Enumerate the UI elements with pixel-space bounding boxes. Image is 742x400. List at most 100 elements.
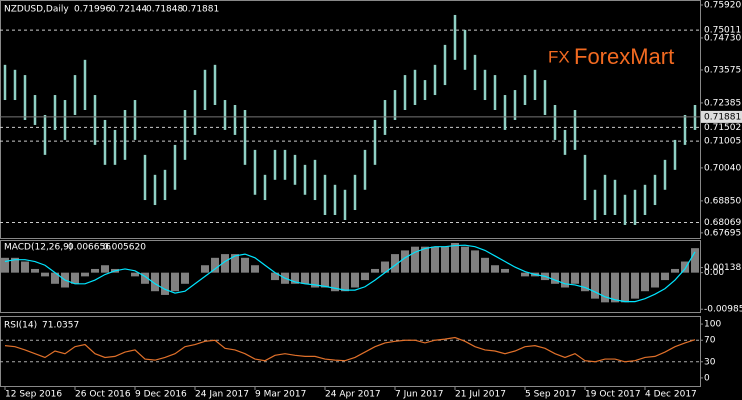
x-tick-label: 4 Dec 2017 <box>645 390 697 400</box>
level-label: 0.71005 <box>704 137 741 147</box>
macd-bar <box>361 272 369 281</box>
macd-bar <box>431 246 439 273</box>
macd-bar <box>381 261 389 273</box>
macd-bar <box>551 272 559 284</box>
y-tick-label: -0.00985 <box>704 305 742 315</box>
y-tick-label: 30 <box>704 357 716 367</box>
y-tick-label: 0.73575 <box>704 65 741 75</box>
ohlc-value: 0.71848 <box>146 5 183 15</box>
macd-bar <box>421 246 429 273</box>
macd-bar <box>411 246 419 273</box>
macd-bar <box>461 246 469 273</box>
macd-bar <box>481 257 489 273</box>
pane-frame <box>0 0 701 239</box>
macd-bar <box>11 257 19 273</box>
x-tick-label: 9 Mar 2017 <box>255 390 306 400</box>
x-tick-label: 21 Jul 2017 <box>455 390 506 400</box>
macd-value: 0.006656 <box>68 243 111 253</box>
macd-bar <box>211 257 219 273</box>
macd-bar <box>331 272 339 292</box>
macd-bar <box>21 261 29 273</box>
macd-bar <box>521 272 529 277</box>
macd-bar <box>451 242 459 273</box>
x-tick-label: 26 Oct 2016 <box>75 390 131 400</box>
y-tick-label: 0.67695 <box>704 228 741 238</box>
macd-bar <box>651 272 659 288</box>
macd-name: MACD(12,26,9) <box>4 243 72 253</box>
macd-bar <box>171 272 179 292</box>
y-tick-label: 0 <box>704 373 710 383</box>
x-tick-label: 9 Dec 2016 <box>135 390 187 400</box>
macd-bar <box>401 250 409 273</box>
y-tick-label: 70 <box>704 336 716 346</box>
macd-bar <box>621 272 629 303</box>
macd-bar <box>591 272 599 299</box>
macd-bar <box>221 254 229 273</box>
x-tick-label: 5 Sep 2017 <box>525 390 576 400</box>
level-label: 0.68069 <box>704 218 741 228</box>
macd-bar <box>641 272 649 292</box>
macd-bar <box>441 246 449 273</box>
macd-bar <box>181 272 189 284</box>
macd-bar <box>251 265 259 273</box>
current-price-label: 0.71881 <box>704 112 741 122</box>
y-tick-label: 0.68850 <box>704 196 741 206</box>
macd-bar <box>391 254 399 273</box>
macd-bar <box>1 257 9 273</box>
macd-bar <box>231 254 239 273</box>
logo-mark: FX <box>548 47 570 66</box>
y-tick-label: 0.74730 <box>704 33 741 43</box>
macd-bar <box>491 265 499 273</box>
macd-bar <box>71 272 79 284</box>
macd-bar <box>311 272 319 288</box>
x-tick-label: 24 Jan 2017 <box>195 390 249 400</box>
macd-bar <box>611 272 619 303</box>
rsi-line <box>4 336 696 363</box>
logo: ForexMart <box>574 44 674 69</box>
macd-signal <box>4 244 696 303</box>
macd-bar <box>31 268 39 273</box>
macd-bar <box>471 250 479 273</box>
macd-bar <box>201 265 209 273</box>
symbol: NZDUSD,Daily <box>4 5 69 15</box>
ohlc-value: 0.71996 <box>74 5 111 15</box>
macd-bar <box>161 272 169 295</box>
macd-bar <box>151 272 159 292</box>
macd-bar <box>291 272 299 284</box>
rsi-name: RSI(14) <box>4 321 37 331</box>
y-tick-label: 0.00138 <box>704 263 741 273</box>
macd-bar <box>341 272 349 292</box>
macd-bar <box>561 272 569 288</box>
pane-frame <box>0 316 701 387</box>
macd-bar <box>571 272 579 284</box>
macd-bar <box>661 272 669 281</box>
pane-frame <box>0 240 701 313</box>
macd-bar <box>501 268 509 273</box>
y-tick-label: 0.75920 <box>704 0 741 10</box>
level-label: 0.75011 <box>704 26 741 36</box>
x-tick-label: 7 Jun 2017 <box>395 390 443 400</box>
macd-bar <box>321 272 329 288</box>
macd-bar <box>681 261 689 273</box>
level-label: 0.71502 <box>704 123 741 133</box>
ohlc-value: 0.71881 <box>182 5 219 15</box>
macd-bar <box>81 272 89 277</box>
x-tick-label: 12 Sep 2016 <box>5 390 62 400</box>
macd-bar <box>101 265 109 273</box>
macd-bar <box>51 272 59 284</box>
macd-bar <box>601 272 609 303</box>
macd-bar <box>91 268 99 273</box>
y-tick-label: 0.72385 <box>704 98 741 108</box>
ohlc-value: 0.72144 <box>110 5 147 15</box>
macd-bar <box>241 257 249 273</box>
macd-bar <box>301 272 309 284</box>
macd-bar <box>581 272 589 292</box>
x-tick-label: 24 Apr 2017 <box>325 390 381 400</box>
y-tick-label: 0.00 <box>704 268 724 278</box>
macd-bar <box>631 272 639 299</box>
y-tick-label: 0.70040 <box>704 163 741 173</box>
macd-bar <box>351 272 359 288</box>
macd-bar <box>371 268 379 273</box>
